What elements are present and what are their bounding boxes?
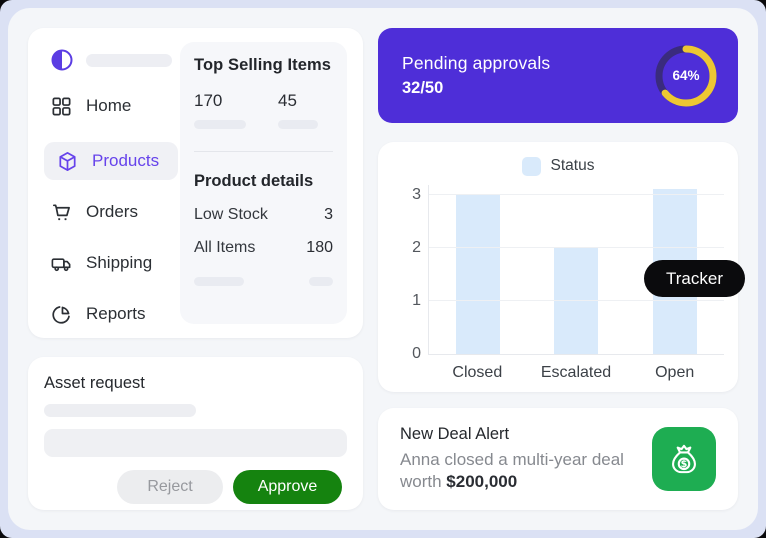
panel-divider (194, 151, 333, 152)
product-details-title: Product details (194, 172, 314, 190)
sidebar-item-shipping[interactable]: Shipping (50, 248, 180, 278)
chart-bar-closed[interactable] (456, 194, 501, 354)
reject-button[interactable]: Reject (117, 470, 223, 504)
deal-title: New Deal Alert (400, 424, 510, 443)
sidebar-item-home[interactable]: Home (50, 91, 180, 121)
asset-request-input[interactable] (44, 429, 347, 457)
top-selling-stats: 170 45 (194, 91, 333, 129)
sidebar-item-label: Orders (86, 202, 138, 221)
chart-gridline (429, 246, 724, 248)
legend-label: Status (550, 157, 595, 174)
stat-item: 170 (194, 91, 246, 129)
sidebar-item-label: Reports (86, 304, 146, 323)
sidebar-item-orders[interactable]: Orders (50, 197, 180, 227)
pending-approvals-card: Pending approvals 32/50 64% (378, 28, 738, 123)
deal-icon-tile: $ (652, 427, 716, 491)
sidebar-item-label: Products (92, 151, 160, 170)
chart-y-tick-label: 0 (412, 345, 421, 362)
chart-gridline (429, 299, 724, 301)
half-circle-logo-icon (50, 48, 74, 72)
detail-label: Low Stock (194, 206, 268, 223)
sidebar: Home Products (42, 42, 180, 324)
placeholder-bar (278, 120, 318, 129)
deal-text: New Deal Alert Anna closed a multi-year … (400, 425, 638, 494)
logo-placeholder-bar (86, 53, 172, 67)
chart-y-tick-label: 2 (412, 238, 421, 256)
chart-x-tick-label: Open (655, 364, 695, 381)
sidebar-item-label: Home (86, 96, 132, 115)
detail-row-low-stock: Low Stock 3 (194, 206, 333, 224)
svg-text:$: $ (681, 459, 688, 470)
navigation-card: Home Products (28, 28, 363, 338)
dashboard-container: Home Products (8, 8, 758, 530)
placeholder-bar (194, 277, 244, 286)
truck-icon (50, 252, 73, 275)
stat-item: 45 (278, 91, 318, 129)
chart-x-tick-label: Closed (452, 364, 503, 381)
tracker-button[interactable]: Tracker (644, 260, 745, 297)
detail-label: All Items (194, 239, 256, 256)
money-bag-icon: $ (663, 438, 705, 480)
chart-gridline (429, 193, 724, 195)
new-deal-alert-card: New Deal Alert Anna closed a multi-year … (378, 408, 738, 510)
chart-bar-escalated[interactable] (554, 247, 599, 354)
pending-approvals-count: 32/50 (402, 79, 444, 97)
logo-row (50, 48, 180, 72)
approve-button[interactable]: Approve (233, 470, 342, 504)
chart-bar-slot (527, 185, 625, 354)
detail-value: 3 (324, 206, 333, 223)
stat-value: 170 (194, 91, 223, 110)
pie-chart-icon (50, 303, 73, 326)
legend-swatch (521, 156, 541, 176)
deal-amount: $200,000 (446, 472, 518, 491)
chart-y-tick-label: 3 (412, 185, 421, 203)
pending-approvals-text: Pending approvals 32/50 (402, 53, 550, 98)
stat-value: 45 (278, 91, 297, 110)
chart-bar-slot (429, 185, 527, 354)
deal-body: Anna closed a multi-year deal worth $200… (400, 449, 638, 494)
top-selling-panel: Top Selling Items 170 45 Product details… (180, 42, 347, 324)
placeholder-bar (309, 277, 333, 286)
sidebar-item-products[interactable]: Products (44, 142, 178, 180)
pending-approvals-title: Pending approvals (402, 53, 551, 73)
cart-icon (50, 201, 73, 224)
placeholder-row (194, 277, 333, 286)
chart-x-axis-labels: Closed Escalated Open (428, 364, 724, 382)
home-grid-icon (50, 95, 73, 118)
progress-donut: 64% (652, 42, 720, 110)
detail-row-all-items: All Items 180 (194, 239, 333, 257)
placeholder-bar (44, 404, 196, 417)
cube-icon (56, 150, 79, 173)
deal-body-text: Anna closed a multi-year deal worth (400, 449, 624, 491)
asset-request-card: Asset request Reject Approve (28, 357, 363, 510)
chart-y-tick-label: 1 (412, 291, 421, 309)
donut-percent-label: 64% (672, 68, 700, 83)
left-column: Home Products (28, 28, 363, 510)
sidebar-item-reports[interactable]: Reports (50, 299, 180, 329)
right-column: Pending approvals 32/50 64% Status 0 1 2 3 … (378, 28, 745, 510)
detail-value: 180 (306, 239, 333, 256)
asset-request-actions: Reject Approve (44, 470, 347, 504)
chart-legend: Status (378, 155, 738, 177)
status-chart-card: Status 0 1 2 3 Closed Escalated Open Tracker (378, 142, 745, 392)
sidebar-item-label: Shipping (86, 253, 153, 272)
asset-request-title: Asset request (44, 374, 145, 392)
placeholder-bar (194, 120, 246, 129)
chart-x-tick-label: Escalated (540, 364, 612, 381)
top-selling-title: Top Selling Items (194, 56, 332, 74)
